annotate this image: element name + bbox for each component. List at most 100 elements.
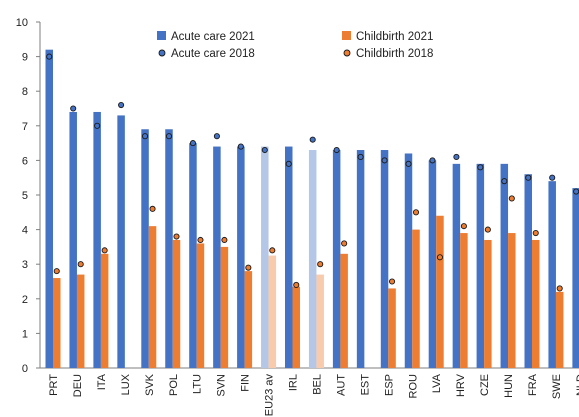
x-tick-label-est: EST bbox=[359, 374, 371, 396]
marker-childbirth-2018-hun bbox=[508, 195, 515, 202]
x-tick-label-svn: SVN bbox=[216, 374, 228, 397]
x-tick-label-hun: HUN bbox=[503, 374, 515, 398]
legend-marker-acute-care-2018 bbox=[158, 49, 166, 57]
bar-acute-care-2021-aut bbox=[332, 150, 341, 368]
bar-childbirth-2021-fra bbox=[532, 239, 540, 368]
marker-acute-care-2018-fra bbox=[525, 174, 532, 181]
bar-acute-care-2021-eu23-av bbox=[261, 146, 269, 368]
marker-acute-care-2018-ita bbox=[94, 122, 101, 129]
bar-acute-care-2021-lva bbox=[428, 160, 437, 368]
marker-acute-care-2018-eu23-av bbox=[261, 146, 268, 154]
y-tick-label: 0 bbox=[22, 363, 28, 375]
x-tick-label-irl: IRL bbox=[288, 374, 300, 391]
bar-acute-care-2021-lux bbox=[117, 115, 125, 368]
marker-childbirth-2018-swe bbox=[556, 285, 563, 292]
bar-acute-care-2021-irl bbox=[285, 146, 293, 368]
legend-label-acute-care-2018: Acute care 2018 bbox=[171, 48, 255, 60]
marker-childbirth-2018-irl bbox=[293, 281, 300, 289]
markers bbox=[46, 53, 579, 292]
marker-childbirth-2018-aut bbox=[341, 240, 348, 247]
x-tick-label-prt: PRT bbox=[48, 374, 60, 396]
legend-item-acute-care-2018: Acute care 2018 bbox=[158, 48, 255, 60]
x-tick-label-ltu: LTU bbox=[192, 374, 204, 394]
x-tick-label-svk: SVK bbox=[144, 373, 156, 396]
bars bbox=[45, 49, 579, 369]
y-tick-label: 4 bbox=[22, 225, 28, 237]
bar-childbirth-2021-cze bbox=[484, 239, 492, 368]
bar-childbirth-2021-aut bbox=[340, 253, 348, 368]
marker-acute-care-2018-est bbox=[357, 153, 364, 160]
x-tick-label-ita: ITA bbox=[96, 373, 108, 390]
x-tick-label-rou: ROU bbox=[407, 374, 419, 399]
bar-acute-care-2021-cze bbox=[476, 163, 485, 368]
bar-childbirth-2021-pol bbox=[172, 239, 181, 368]
x-tick-label-aut: AUT bbox=[335, 374, 347, 396]
legend: Acute care 2021 Childbirth 2021 Acute ca… bbox=[157, 31, 433, 60]
marker-acute-care-2018-fin bbox=[237, 143, 244, 150]
marker-childbirth-2018-bel bbox=[317, 261, 324, 268]
marker-acute-care-2018-aut bbox=[333, 146, 340, 154]
bar-childbirth-2021-swe bbox=[555, 291, 564, 368]
marker-acute-care-2018-rou bbox=[405, 160, 412, 167]
bar-acute-care-2021-esp bbox=[380, 150, 389, 368]
bar-acute-care-2021-prt bbox=[45, 49, 53, 369]
marker-childbirth-2018-esp bbox=[388, 278, 396, 285]
y-tick-label: 1 bbox=[22, 328, 28, 340]
marker-acute-care-2018-hrv bbox=[453, 153, 460, 160]
y-tick-label: 3 bbox=[22, 259, 28, 271]
bar-acute-care-2021-swe bbox=[548, 181, 556, 368]
bar-childbirth-2021-ita bbox=[100, 253, 109, 368]
x-tick-label-eu23-av: EU23 av bbox=[264, 374, 276, 417]
marker-childbirth-2018-ltu bbox=[197, 236, 204, 244]
y-tick-label: 5 bbox=[22, 190, 28, 202]
bar-childbirth-2021-hrv bbox=[460, 233, 468, 368]
marker-acute-care-2018-irl bbox=[285, 160, 292, 167]
x-tick-label-fin: FIN bbox=[240, 374, 252, 392]
y-axis: 0 1 2 3 4 5 6 7 8 9 10 bbox=[16, 17, 41, 375]
legend-item-acute-care-2021: Acute care 2021 bbox=[157, 31, 255, 43]
bar-childbirth-2021-ltu bbox=[196, 243, 205, 368]
marker-acute-care-2018-swe bbox=[549, 174, 556, 181]
bar-childbirth-2021-fin bbox=[244, 271, 253, 368]
bar-acute-care-2021-deu bbox=[69, 111, 77, 369]
marker-childbirth-2018-fin bbox=[245, 264, 252, 271]
bar-acute-care-2021-fra bbox=[524, 174, 532, 368]
legend-label-acute-care-2021: Acute care 2021 bbox=[171, 31, 255, 43]
marker-childbirth-2018-pol bbox=[173, 233, 180, 240]
x-tick-label-nld: NLD bbox=[575, 374, 579, 396]
x-axis: PRT DEU ITA LUX SVK POL LTU SVN FIN EU23 av IRL BEL… bbox=[40, 367, 579, 417]
bar-childbirth-2021-rou bbox=[412, 229, 420, 368]
bar-acute-care-2021-fin bbox=[237, 146, 245, 368]
x-tick-label-esp: ESP bbox=[383, 374, 395, 396]
y-tick-label: 6 bbox=[22, 155, 28, 167]
marker-acute-care-2018-deu bbox=[70, 105, 77, 112]
bar-childbirth-2021-svn bbox=[220, 246, 229, 368]
marker-acute-care-2018-svk bbox=[141, 133, 149, 140]
y-tick-label: 8 bbox=[22, 86, 28, 98]
x-tick-label-lux: LUX bbox=[120, 373, 132, 395]
legend-swatch-acute-care-2021 bbox=[157, 31, 166, 40]
marker-acute-care-2018-lux bbox=[118, 101, 125, 109]
x-tick-label-lva: LVA bbox=[431, 373, 443, 393]
y-tick-label: 9 bbox=[22, 52, 28, 64]
marker-childbirth-2018-svn bbox=[221, 236, 228, 244]
legend-marker-childbirth-2018 bbox=[343, 49, 351, 57]
marker-acute-care-2018-ltu bbox=[189, 140, 196, 147]
marker-childbirth-2018-prt bbox=[53, 268, 60, 275]
y-tick-label: 2 bbox=[22, 294, 28, 306]
x-tick-label-deu: DEU bbox=[72, 374, 84, 397]
bar-acute-care-2021-hrv bbox=[452, 163, 461, 368]
bar-acute-care-2021-bel bbox=[308, 150, 317, 368]
bar-acute-care-2021-pol bbox=[165, 129, 173, 368]
bar-acute-care-2021-ita bbox=[93, 111, 101, 369]
bar-acute-care-2021-est bbox=[356, 150, 365, 368]
marker-acute-care-2018-hun bbox=[501, 178, 508, 185]
bar-acute-care-2021-svn bbox=[213, 146, 221, 368]
marker-childbirth-2018-svk bbox=[149, 205, 156, 212]
marker-childbirth-2018-fra bbox=[532, 230, 539, 237]
x-tick-label-swe: SWE bbox=[551, 374, 563, 399]
x-tick-label-hrv: HRV bbox=[455, 373, 467, 397]
marker-acute-care-2018-lva bbox=[429, 157, 436, 164]
bar-childbirth-2021-lva bbox=[436, 215, 444, 368]
